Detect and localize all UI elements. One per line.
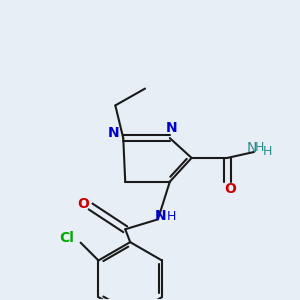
Text: N: N bbox=[107, 126, 119, 140]
Text: O: O bbox=[78, 196, 90, 211]
Text: H: H bbox=[254, 140, 264, 154]
Text: Cl: Cl bbox=[59, 231, 74, 245]
Text: H: H bbox=[167, 210, 176, 223]
Text: O: O bbox=[224, 182, 236, 196]
Text: N: N bbox=[155, 209, 167, 224]
Text: N: N bbox=[166, 121, 178, 135]
Text: H: H bbox=[263, 146, 273, 158]
Text: N: N bbox=[247, 141, 257, 155]
